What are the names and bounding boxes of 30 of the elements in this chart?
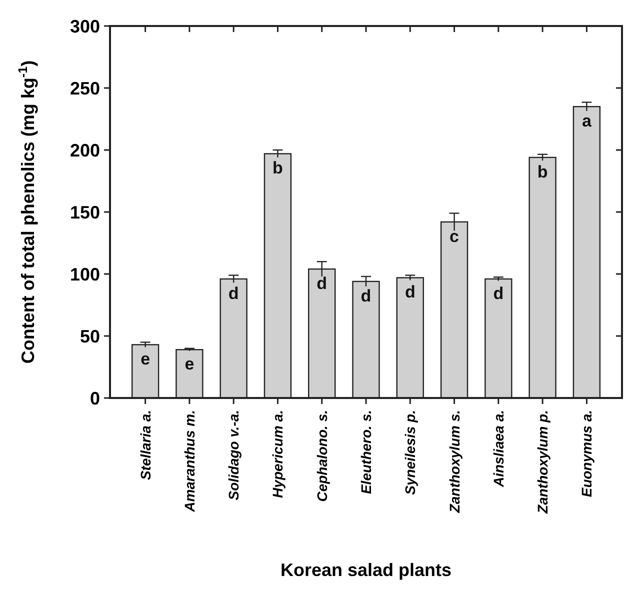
x-tick-label: Amaranthus m. — [181, 410, 198, 513]
y-tick-label: 150 — [70, 202, 100, 222]
x-tick-label: Cephalono. s. — [314, 410, 330, 502]
x-tick-label: Eleuthero. s. — [358, 410, 374, 494]
x-tick-label: Stellaria a. — [137, 410, 154, 480]
annotation: d — [493, 284, 504, 303]
y-tick-label: 250 — [70, 78, 100, 98]
x-tick-label: Syneilesis p. — [402, 410, 418, 495]
x-axis-title: Korean salad plants — [280, 560, 452, 580]
x-tick-label: Ainsliaea a. — [490, 410, 506, 488]
x-tick-label: Hypericum a. — [270, 410, 286, 498]
annotation: b — [537, 162, 548, 182]
y-tick-label: 100 — [70, 264, 100, 284]
annotation: d — [404, 282, 416, 302]
annotation: d — [228, 284, 239, 303]
y-tick-label: 0 — [90, 388, 100, 408]
annotation: d — [360, 286, 372, 306]
annotation: a — [582, 112, 592, 131]
x-tick-label: Zanthoxylum s. — [446, 410, 462, 514]
x-tick-label: Solidago v.-a. — [226, 410, 242, 500]
y-tick-label: 300 — [70, 16, 100, 36]
annotation: e — [184, 354, 194, 374]
y-tick-label: 200 — [70, 140, 100, 160]
annotation: c — [450, 226, 460, 246]
y-tick-label: 50 — [80, 326, 100, 346]
annotation: d — [316, 274, 328, 294]
x-tick-label: Zanthoxylum p. — [534, 410, 551, 514]
x-tick-label: Euonymus a. — [578, 410, 595, 498]
annotation: e — [140, 350, 150, 369]
annotation: b — [272, 158, 283, 178]
